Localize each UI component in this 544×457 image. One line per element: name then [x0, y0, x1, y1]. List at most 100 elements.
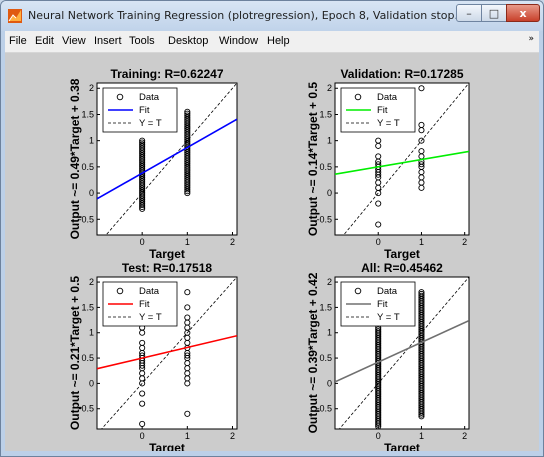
training-data-point: [184, 112, 191, 119]
title-bar[interactable]: Neural Network Training Regression (plot…: [1, 1, 543, 31]
minimize-icon: –: [466, 6, 472, 20]
validation-legend-fit-label: Fit: [377, 105, 388, 116]
validation-fit-line: [335, 150, 469, 175]
training-data-point: [139, 141, 146, 148]
training-title: Training: R=0.62247: [110, 67, 223, 81]
test-legend-fit-label: Fit: [139, 299, 150, 310]
validation-legend-data-label: Data: [377, 92, 398, 103]
close-icon: x: [519, 6, 527, 20]
test-plot-area: [97, 277, 237, 429]
test-data-point: [139, 390, 146, 397]
validation-data-point: [375, 137, 382, 144]
training-y-tick-label: -0.5: [78, 214, 94, 224]
validation-data-point: [418, 161, 425, 168]
menu-file[interactable]: File: [9, 35, 27, 47]
test-x-tick-label: 0: [140, 431, 145, 441]
training-plot-area: [97, 83, 237, 235]
training-fit-line: [97, 118, 237, 200]
validation-x-tick-label: 0: [376, 237, 381, 247]
all-legend-identity-label: Y = T: [377, 312, 400, 323]
validation-y-tick-label: -0.5: [316, 214, 332, 224]
regression-plots: 0 1 2 -0.5 0 0.5 1 1.5 2 Training: R=0.62247 Targe…: [68, 67, 470, 451]
all-plot: 0 1 2 -0.5 0 0.5 1 1.5 2 All: R=0.45462 Target Outp…: [306, 261, 470, 451]
validation-y-tick-label: 0.5: [319, 162, 332, 172]
validation-data-point: [375, 153, 382, 160]
training-legend-data-label: Data: [139, 92, 160, 103]
close-button[interactable]: x: [506, 4, 540, 22]
all-y-tick-label: -0.5: [316, 404, 332, 414]
test-data-point: [184, 314, 191, 321]
training-y-tick-label: 2: [89, 83, 94, 93]
test-y-tick-label: -0.5: [78, 404, 94, 414]
validation-y-tick-label: 1.5: [319, 109, 332, 119]
validation-data-point: [375, 200, 382, 207]
training-y-tick-label: 0: [89, 188, 94, 198]
training-x-tick-label: 0: [140, 237, 145, 247]
training-legend-identity-label: Y = T: [139, 118, 162, 129]
all-data-point: [418, 290, 425, 298]
all-fit-line: [335, 319, 469, 383]
validation-y-tick-label: 2: [327, 83, 332, 93]
validation-data-point: [418, 137, 425, 144]
training-x-label: Target: [149, 247, 185, 261]
all-data-point: [418, 289, 425, 296]
all-y-label: Output ~= 0.39*Target + 0.42: [306, 272, 320, 433]
validation-data-point: [418, 121, 425, 128]
validation-legend: Data Fit Y = T: [340, 87, 416, 133]
all-x-tick-label: 2: [462, 431, 467, 441]
menu-view[interactable]: View: [62, 35, 86, 47]
validation-title: Validation: R=0.17285: [340, 67, 463, 81]
menu-overflow-icon[interactable]: »: [528, 34, 534, 44]
test-data-point: [139, 400, 146, 407]
test-x-tick-label: 1: [185, 431, 190, 441]
test-y-tick-label: 1: [89, 328, 94, 338]
test-y-tick-label: 1.5: [81, 302, 94, 312]
menu-edit[interactable]: Edit: [35, 35, 54, 47]
validation-y-label: Output ~= 0.14*Target + 0.5: [306, 82, 320, 236]
test-legend-data-marker: [116, 287, 124, 295]
figure-canvas: 0 1 2 -0.5 0 0.5 1 1.5 2 Training: R=0.62247 Targe…: [5, 53, 539, 451]
menu-window[interactable]: Window: [219, 35, 259, 47]
training-y-tick-label: 0.5: [81, 162, 94, 172]
all-x-label: Target: [384, 441, 420, 451]
test-identity-line: [100, 277, 237, 429]
test-y-tick-label: 2: [89, 277, 94, 287]
menu-insert[interactable]: Insert: [94, 35, 122, 47]
validation-x-tick-label: 2: [462, 237, 467, 247]
training-legend: Data Fit Y = T: [102, 87, 178, 133]
validation-data-point: [375, 221, 382, 228]
menu-tools[interactable]: Tools: [129, 35, 155, 47]
maximize-button[interactable]: □: [481, 4, 507, 22]
all-x-tick-label: 0: [376, 431, 381, 441]
minimize-button[interactable]: –: [456, 4, 482, 22]
test-fit-line: [97, 334, 237, 370]
test-legend: Data Fit Y = T: [102, 281, 178, 327]
menu-desktop[interactable]: Desktop: [168, 35, 209, 47]
window-title: Neural Network Training Regression (plot…: [28, 9, 458, 22]
training-plot: 0 1 2 -0.5 0 0.5 1 1.5 2 Training: R=0.62247 Targe…: [68, 67, 238, 261]
test-data-point: [184, 410, 191, 417]
validation-plot: 0 1 2 -0.5 0 0.5 1 1.5 2 Validation: R=0.17285 Tar…: [306, 67, 470, 261]
menu-help[interactable]: Help: [267, 35, 290, 47]
all-y-tick-label: 1: [327, 328, 332, 338]
test-y-tick-label: 0.5: [81, 353, 94, 363]
validation-plot-area: [335, 83, 469, 235]
test-x-tick-label: 2: [230, 431, 235, 441]
test-data-point: [139, 339, 146, 346]
all-x-tick-label: 1: [419, 431, 424, 441]
all-legend-data-marker: [354, 287, 362, 295]
menu-bar: File Edit View Insert Tools Desktop Wind…: [5, 31, 539, 53]
all-plot-area: [335, 277, 469, 429]
training-x-tick-label: 2: [230, 237, 235, 247]
training-legend-data-marker: [116, 93, 124, 101]
training-data-point: [184, 110, 191, 117]
all-legend: Data Fit Y = T: [340, 281, 416, 327]
all-y-tick-label: 2: [327, 277, 332, 287]
validation-x-label: Target: [384, 247, 420, 261]
all-y-tick-label: 1.5: [319, 302, 332, 312]
all-title: All: R=0.45462: [361, 261, 443, 275]
test-y-tick-label: 0: [89, 378, 94, 388]
test-data-point: [184, 289, 191, 296]
validation-identity-line: [343, 83, 469, 235]
